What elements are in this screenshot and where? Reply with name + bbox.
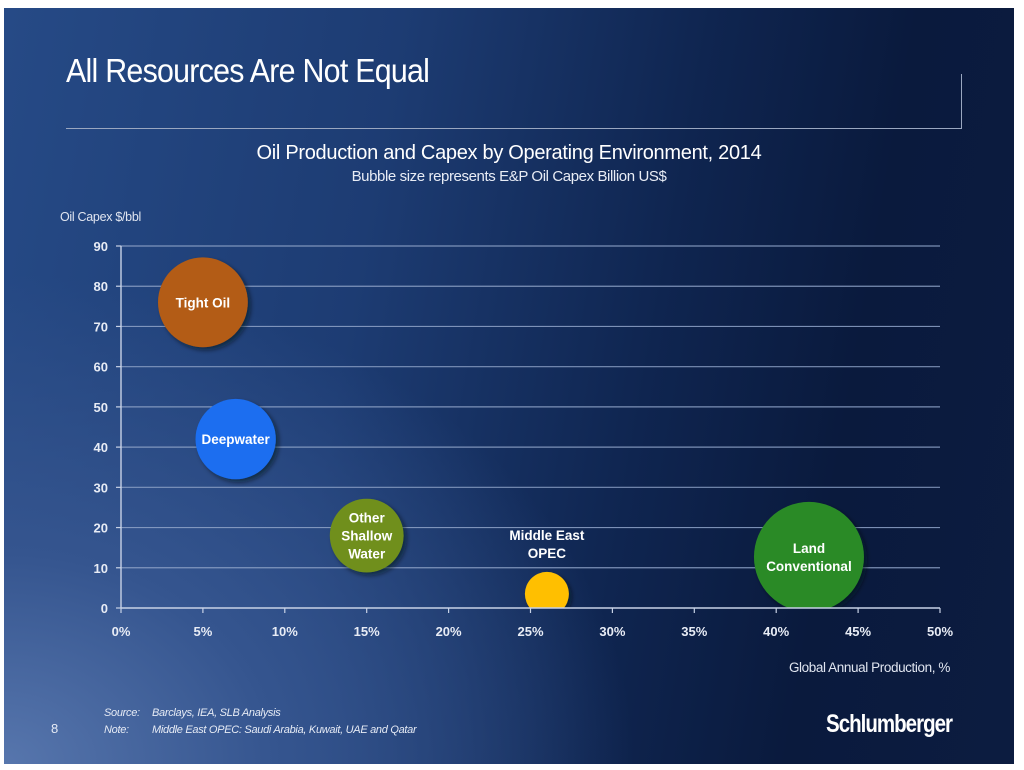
x-tick-label: 20% <box>436 624 462 639</box>
page-number: 8 <box>51 721 59 736</box>
bubble-deepwater <box>195 398 276 480</box>
y-tick-label: 60 <box>94 360 108 375</box>
bubble-label-other-shallow-water: Other <box>349 511 386 526</box>
x-tick-label: 45% <box>845 624 871 639</box>
bubbles <box>157 257 864 608</box>
bubble-other-shallow-water <box>329 498 404 573</box>
bubble-label-land-conventional: Land <box>793 541 825 556</box>
chart-subtitle: Bubble size represents E&P Oil Capex Bil… <box>351 168 667 185</box>
x-tick-label: 30% <box>599 624 625 639</box>
x-tick-label: 10% <box>272 624 298 639</box>
axes <box>116 245 122 609</box>
bubble-chart: 0 10 20 30 40 50 60 70 80 90 0% 5% 10% 15% 20% 25% 30% 35… <box>94 239 954 639</box>
y-tick-label: 30 <box>94 480 108 495</box>
footer-note: Note: Middle East OPEC: Saudi Arabia, Kuw… <box>104 724 417 736</box>
bubble-tight-oil <box>157 257 248 348</box>
chart-title: Oil Production and Capex by Operating En… <box>256 142 762 164</box>
footer-source: Source: Barclays, IEA, SLB Analysis <box>104 707 281 719</box>
bubble-middle-east-opec <box>524 571 569 608</box>
y-tick-label: 50 <box>94 400 108 415</box>
source-text: Barclays, IEA, SLB Analysis <box>152 707 281 719</box>
y-axis-label: Oil Capex $/bbl <box>60 210 141 224</box>
y-tick-label: 20 <box>94 521 108 536</box>
title-divider <box>66 128 962 129</box>
bubble-label-other-shallow-water: Water <box>348 547 386 562</box>
x-tick-label: 35% <box>681 624 707 639</box>
bubble-label-middle-east-opec: Middle East <box>509 528 585 543</box>
bubble-label-land-conventional: Conventional <box>766 559 852 574</box>
x-tick-label: 50% <box>927 624 953 639</box>
schlumberger-logo: Schlumberger <box>826 710 953 738</box>
x-tick-label: 5% <box>194 624 213 639</box>
bubble-label-other-shallow-water: Shallow <box>341 529 393 544</box>
bubble-label-deepwater: Deepwater <box>202 432 271 447</box>
y-tick-label: 0 <box>101 601 108 616</box>
bubble-label-middle-east-opec: OPEC <box>528 546 567 561</box>
note-label: Note: <box>104 724 129 736</box>
note-text: Middle East OPEC: Saudi Arabia, Kuwait, … <box>152 724 417 736</box>
y-tick-label: 40 <box>94 440 108 455</box>
x-tick-label: 40% <box>763 624 789 639</box>
x-axis-label: Global Annual Production, % <box>788 660 950 675</box>
y-tick-label: 10 <box>94 561 108 576</box>
y-tick-label: 70 <box>94 319 108 334</box>
title-vertical-divider <box>961 74 962 129</box>
bubble-label-tight-oil: Tight Oil <box>176 295 231 310</box>
x-axis-line <box>120 607 941 613</box>
x-tick-label: 25% <box>517 624 543 639</box>
slide: All Resources Are Not Equal Oil Producti… <box>4 8 1014 764</box>
y-tick-label: 90 <box>94 239 108 254</box>
x-tick-label: 0% <box>112 624 131 639</box>
slide-title: All Resources Are Not Equal <box>66 52 430 89</box>
y-tick-label: 80 <box>94 279 108 294</box>
bubble-land-conventional <box>753 501 864 608</box>
tick-labels: 0 10 20 30 40 50 60 70 80 90 0% 5% 10% 15% 20% 25% 30% 35… <box>94 239 954 639</box>
bubble-labels: Tight Oil Deepwater Other Shallow Water Middl… <box>176 295 852 574</box>
source-label: Source: <box>104 707 140 719</box>
x-tick-label: 15% <box>354 624 380 639</box>
